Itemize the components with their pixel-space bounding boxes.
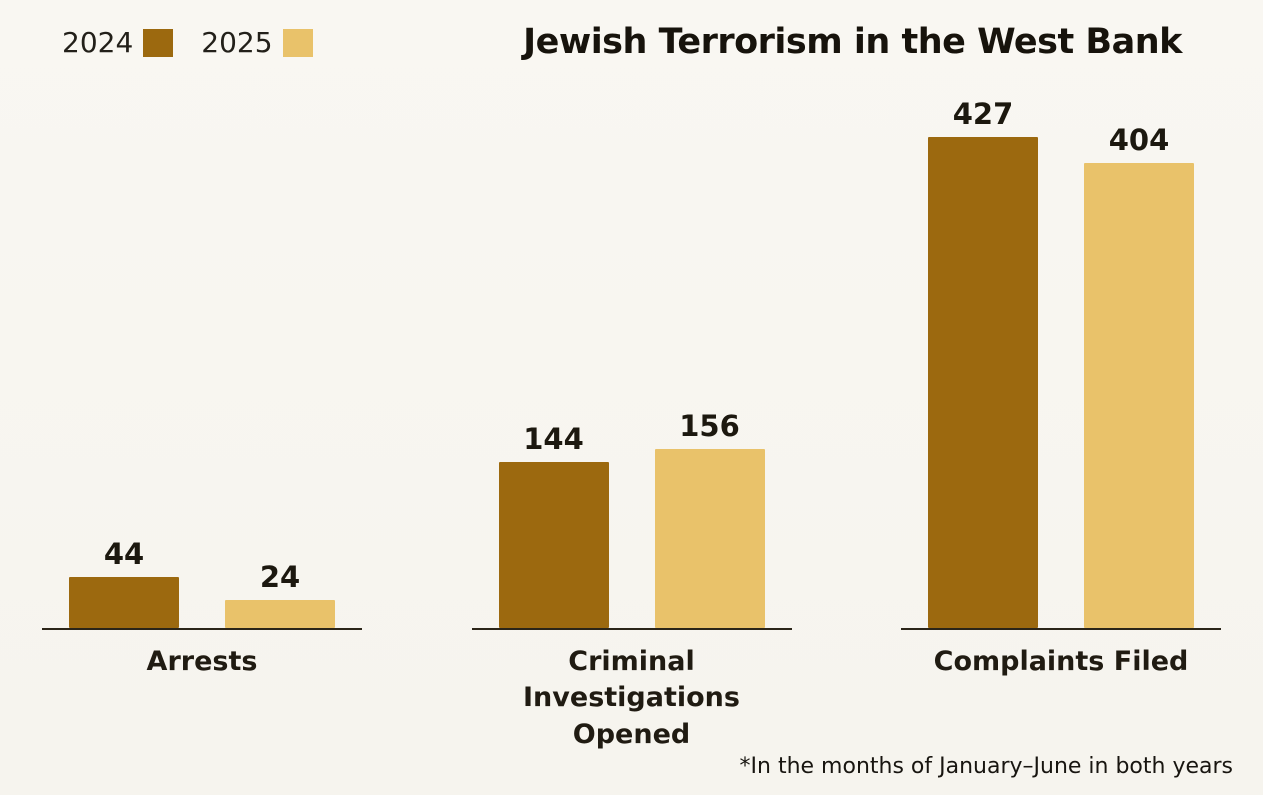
bar-2024: [69, 577, 179, 628]
bar-wrap-2025: 24: [225, 560, 335, 628]
category-label: Criminal Investigations Opened: [523, 646, 740, 750]
value-label-2024: 144: [523, 422, 584, 456]
legend: 2024 2025: [62, 26, 313, 59]
axis-line: [42, 628, 362, 630]
bar-wrap-2024: 144: [498, 422, 609, 628]
bar-2024: [498, 462, 609, 628]
legend-item-2025: 2025: [201, 26, 313, 59]
bars-area: 144 156: [472, 88, 792, 628]
category-label: Complaints Filed: [933, 646, 1189, 677]
legend-swatch-2025-icon: [282, 28, 313, 57]
axis-line: [901, 628, 1221, 630]
bar-chart: 44 24 Arrests 144 156 Criminal Investigations…: [42, 88, 1221, 753]
value-label-2024: 44: [103, 537, 145, 571]
chart-title: Jewish Terrorism in the West Bank: [523, 22, 1182, 62]
bars-area: 427 404: [901, 88, 1221, 628]
bar-2025: [1084, 163, 1194, 628]
legend-label-2024: 2024: [62, 26, 134, 59]
bar-2024: [928, 137, 1038, 628]
value-label-2025: 24: [259, 560, 301, 594]
category-label: Arrests: [146, 646, 258, 677]
bar-2025: [225, 600, 335, 628]
legend-swatch-2024-icon: [143, 28, 174, 57]
bar-group-criminal-investigations-opened: 144 156 Criminal Investigations Opened: [471, 88, 792, 753]
bar-group-complaints-filed: 427 404 Complaints Filed: [901, 88, 1221, 680]
legend-item-2024: 2024: [62, 26, 174, 59]
bar-group-arrests: 44 24 Arrests: [42, 88, 362, 680]
bar-wrap-2025: 404: [1084, 123, 1194, 628]
value-label-2024: 427: [952, 97, 1014, 131]
bar-wrap-2024: 427: [928, 97, 1038, 628]
footnote: *In the months of January–June in both y…: [739, 754, 1233, 779]
bar-2025: [654, 449, 765, 628]
value-label-2025: 156: [679, 409, 740, 443]
bar-wrap-2025: 156: [654, 409, 765, 628]
bars-area: 44 24: [42, 88, 362, 628]
legend-label-2025: 2025: [201, 26, 273, 59]
bar-wrap-2024: 44: [69, 537, 179, 628]
axis-line: [471, 628, 792, 630]
value-label-2025: 404: [1108, 123, 1170, 157]
